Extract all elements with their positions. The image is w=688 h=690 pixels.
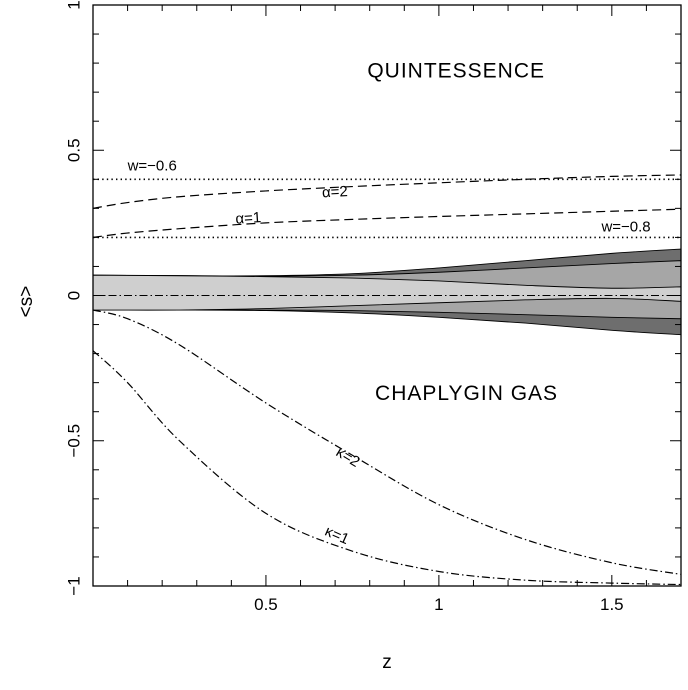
y-axis-label: <s> <box>16 286 37 318</box>
y-tick-label: 0 <box>64 291 83 300</box>
x-tick-label: 1 <box>434 595 443 614</box>
series-label: κ=2 <box>333 444 363 471</box>
series-line-2 <box>92 309 682 575</box>
curves <box>92 174 682 586</box>
series-label: κ=1 <box>322 523 351 548</box>
region-label-quintessence: QUINTESSENCE <box>367 60 545 83</box>
y-tick-label: −1 <box>64 576 83 595</box>
y-tick-label: 0.5 <box>64 138 83 162</box>
y-tick-label: −0.5 <box>64 424 83 458</box>
series-line-2 <box>92 174 682 209</box>
chart-labels: 0.5 1 1.5 −1 −0.5 0 0.5 1 QUINTESSENCE CHAPLYGIN … <box>64 0 650 614</box>
x-axis-label: z <box>382 652 392 673</box>
x-tick-label: 0.5 <box>254 595 278 614</box>
region-label-chaplygin-gas: CHAPLYGIN GAS <box>375 382 558 405</box>
series-label: α=2 <box>322 183 349 201</box>
series-line-1 <box>92 350 682 586</box>
series-label: α=1 <box>235 209 262 228</box>
reference-line-label: w=−0.8 <box>600 219 650 236</box>
y-tick-label: 1 <box>64 0 83 9</box>
reference-line-label: w=−0.6 <box>127 158 177 175</box>
confidence-bands <box>92 248 682 336</box>
series-line-1 <box>92 208 682 238</box>
x-tick-label: 1.5 <box>600 595 624 614</box>
axis-ticks <box>92 4 682 587</box>
